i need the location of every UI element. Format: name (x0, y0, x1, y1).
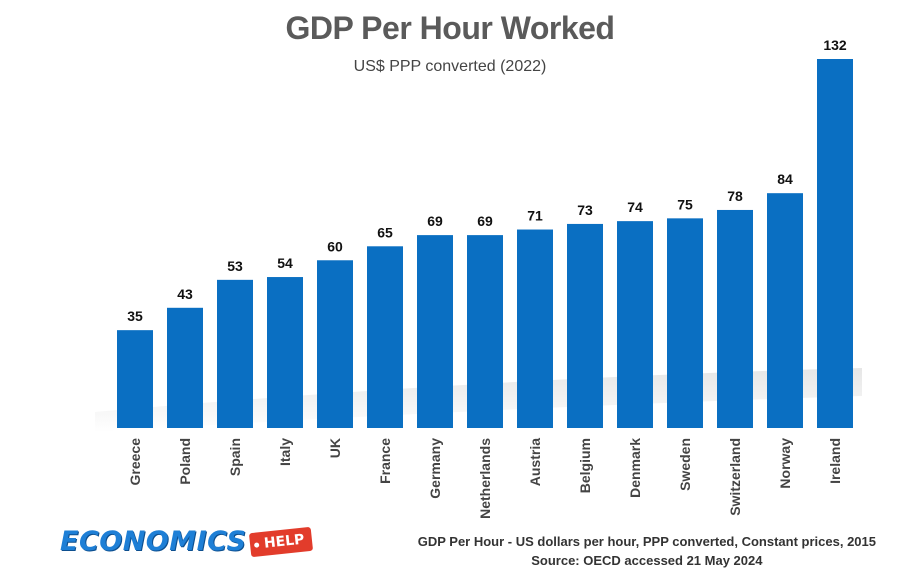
x-tick-label: Italy (277, 438, 293, 466)
bar-sweden (667, 218, 703, 428)
source-note-line1: GDP Per Hour - US dollars per hour, PPP … (417, 534, 876, 549)
bar-greece (117, 330, 153, 428)
economics-help-logo: ECONOMICS HELP (60, 526, 315, 557)
bar-uk (317, 260, 353, 428)
data-label: 65 (377, 224, 393, 240)
bar-denmark (617, 221, 653, 428)
x-tick-label: Austria (527, 438, 543, 486)
data-label: 69 (477, 213, 493, 229)
data-label: 84 (777, 171, 793, 187)
x-tick-label: Poland (177, 438, 193, 485)
chart-title: GDP Per Hour Worked (285, 10, 615, 46)
x-tick-label: Ireland (827, 438, 843, 484)
x-tick-label: Denmark (627, 438, 643, 498)
bar-austria (517, 229, 553, 428)
x-tick-label: Norway (777, 438, 793, 489)
data-label: 73 (577, 202, 593, 218)
data-label: 60 (327, 238, 343, 254)
bar-france (367, 246, 403, 428)
data-label: 71 (527, 208, 543, 224)
bar-belgium (567, 223, 603, 428)
x-tick-label: Greece (127, 438, 143, 486)
chart-subtitle: US$ PPP converted (2022) (353, 58, 547, 75)
data-label: 43 (177, 286, 193, 302)
x-tick-label: Spain (227, 438, 243, 476)
bar-netherlands (467, 235, 503, 428)
bar-ireland (817, 59, 853, 428)
x-tick-label: Switzerland (727, 438, 743, 516)
data-label: 75 (677, 196, 693, 212)
bar-spain (217, 279, 253, 428)
x-tick-label: UK (327, 438, 343, 458)
bar-poland (167, 307, 203, 428)
x-tick-label: Netherlands (477, 438, 493, 519)
data-label: 35 (127, 308, 143, 324)
bar-switzerland (717, 209, 753, 428)
x-tick-label: Sweden (677, 438, 693, 491)
logo-tag: HELP (249, 526, 315, 557)
logo-text: ECONOMICS (60, 526, 247, 557)
x-tick-label: Germany (427, 438, 443, 499)
bar-germany (417, 235, 453, 428)
x-tick-label: France (377, 438, 393, 484)
source-note-line2: Source: OECD accessed 21 May 2024 (531, 553, 763, 568)
data-label: 53 (227, 258, 243, 274)
source-note: GDP Per Hour - US dollars per hour, PPP … (418, 532, 876, 570)
x-tick-label: Belgium (577, 438, 593, 493)
data-label: 69 (427, 213, 443, 229)
bar-italy (267, 277, 303, 428)
bar-norway (767, 193, 803, 428)
data-label: 74 (627, 199, 643, 215)
data-label: 132 (823, 37, 847, 53)
data-label: 78 (727, 188, 743, 204)
data-label: 54 (277, 255, 293, 271)
